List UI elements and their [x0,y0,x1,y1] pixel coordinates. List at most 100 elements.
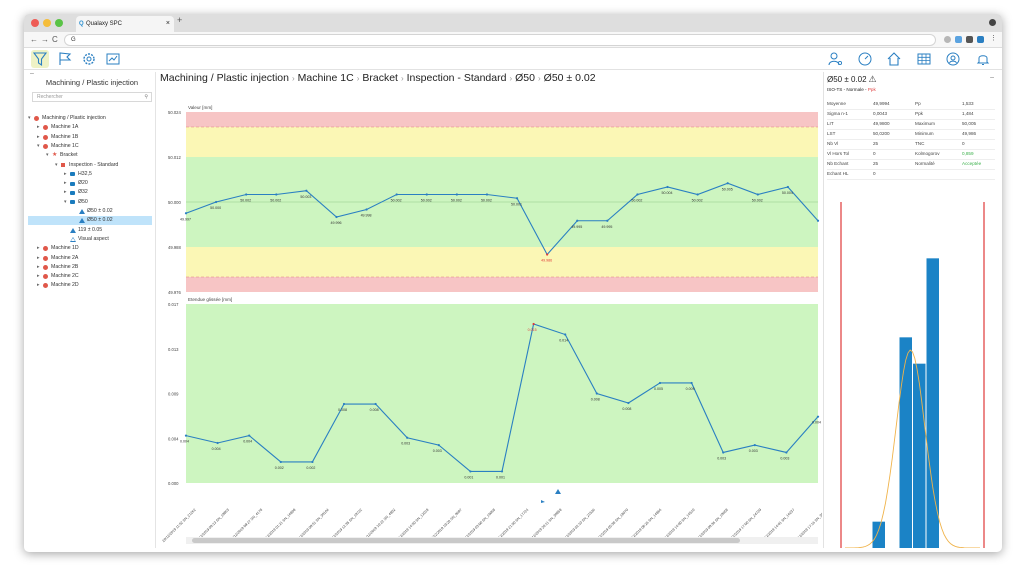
tree-node[interactable]: ▸ Machine 2D [28,281,152,290]
data-point[interactable] [816,415,820,418]
caret-right-icon[interactable]: ▸ [37,124,40,131]
data-point[interactable] [515,197,519,200]
data-point[interactable] [627,401,630,405]
scrollbar-thumb[interactable] [192,538,740,543]
data-point[interactable] [184,212,188,215]
profile-button[interactable] [944,50,962,68]
tree-node[interactable]: ▸ H32,5 [28,170,152,179]
tree-node[interactable]: ▾ Ø50 [28,198,152,207]
breadcrumb-item[interactable]: Inspection - Standard [406,72,507,84]
data-point[interactable] [305,189,308,192]
caret-right-icon[interactable]: ▸ [37,133,40,140]
data-point[interactable] [275,193,278,196]
kebab-menu-icon[interactable]: ⋮ [990,35,997,42]
data-point[interactable] [214,200,218,204]
extension-icon[interactable] [955,36,962,43]
tree-node[interactable]: Visual aspect [28,235,152,244]
tree-node[interactable]: ▸ Ø20 [28,179,152,188]
data-point[interactable] [636,193,639,196]
data-point[interactable] [500,470,504,473]
extension-icon[interactable] [966,36,973,43]
caret-right-icon[interactable]: ▸ [64,170,67,177]
data-point[interactable] [365,208,368,211]
tree-node[interactable]: 119 ± 0.05 [28,226,152,235]
flag-button[interactable] [56,50,74,68]
caret-right-icon[interactable]: ▸ [37,263,40,270]
caret-right-icon[interactable]: ▸ [64,189,67,196]
maximize-window-button[interactable] [55,19,63,27]
reload-icon[interactable]: C [52,35,58,44]
alert-triangle-icon[interactable] [555,489,561,494]
grid-button[interactable] [915,50,933,68]
search-icon[interactable]: ⚲ [144,94,148,100]
histogram-bar[interactable] [926,258,940,548]
data-point[interactable] [753,443,756,447]
caret-down-icon[interactable]: ▾ [28,115,31,121]
data-point[interactable] [816,219,820,222]
tree-node[interactable]: Ø50 ± 0.02 [28,207,152,216]
data-point[interactable] [425,193,428,196]
data-point[interactable] [690,381,693,385]
tree-node[interactable]: ▸ Ø32 [28,188,152,197]
tree-node[interactable]: ▸ Machine 2A [28,254,152,263]
tree-node[interactable]: ▸ Machine 2C [28,272,152,281]
minimize-window-button[interactable] [43,19,51,27]
tree-node[interactable]: ▸ Machine 1A [28,123,152,132]
data-point[interactable] [786,185,790,189]
data-point[interactable] [184,434,188,437]
notifications-button[interactable] [974,50,992,68]
settings-button[interactable] [80,50,98,68]
data-point[interactable] [245,193,248,196]
data-point[interactable] [406,436,409,439]
caret-right-icon[interactable]: ▸ [64,180,67,187]
sample-marker-icon[interactable] [541,500,545,503]
data-point[interactable] [532,322,535,326]
search-input[interactable]: Rechercher ⚲ [32,92,152,102]
bookmark-icon[interactable] [944,36,951,43]
tree-node[interactable]: ▸ Machine 2B [28,263,152,272]
data-point[interactable] [437,443,440,447]
breadcrumb-item[interactable]: Bracket [362,72,398,84]
caret-down-icon[interactable]: ▾ [37,142,40,149]
data-point[interactable] [726,182,729,185]
user-settings-button[interactable] [826,50,844,68]
data-point[interactable] [696,193,699,196]
new-tab-button[interactable]: + [177,15,183,25]
data-point[interactable] [395,193,398,196]
data-point[interactable] [666,185,669,189]
caret-right-icon[interactable]: ▸ [37,254,40,261]
close-tab-icon[interactable]: × [165,20,170,27]
tree-node[interactable]: ▸ Machine 1D [28,244,152,253]
data-point[interactable] [485,193,489,196]
forward-icon[interactable]: → [41,35,49,44]
tree-node[interactable]: ▾ Machine 1C [28,142,152,151]
horizontal-scrollbar[interactable] [186,537,818,544]
dashboard-button[interactable] [856,50,874,68]
tree-node[interactable]: ▾ ★ Bracket [28,151,152,160]
caret-down-icon[interactable]: ▾ [55,161,58,168]
data-point[interactable] [564,333,567,336]
caret-down-icon[interactable]: ▾ [46,152,49,159]
close-window-button[interactable] [31,19,39,27]
breadcrumb-item[interactable]: Machine 1C [297,72,354,84]
data-point[interactable] [576,219,579,222]
data-point[interactable] [374,402,377,406]
data-point[interactable] [216,441,219,445]
chart-export-button[interactable] [104,50,122,68]
caret-right-icon[interactable]: ▸ [37,273,40,280]
url-input[interactable]: G [64,34,936,46]
data-point[interactable] [335,215,338,219]
data-point[interactable] [279,460,282,464]
data-point[interactable] [342,402,346,406]
tree-node[interactable]: ▾ Machining / Plastic injection [28,114,152,123]
home-button[interactable] [885,50,903,68]
collapse-panel-icon[interactable]: – [990,74,994,81]
histogram-bar[interactable] [872,521,886,548]
histogram-bar[interactable] [913,363,926,548]
tab-menu-icon[interactable] [989,19,996,26]
data-point[interactable] [546,253,549,256]
caret-right-icon[interactable]: ▸ [37,245,40,252]
data-point[interactable] [311,460,314,464]
data-point[interactable] [469,470,472,473]
data-point[interactable] [756,193,759,196]
